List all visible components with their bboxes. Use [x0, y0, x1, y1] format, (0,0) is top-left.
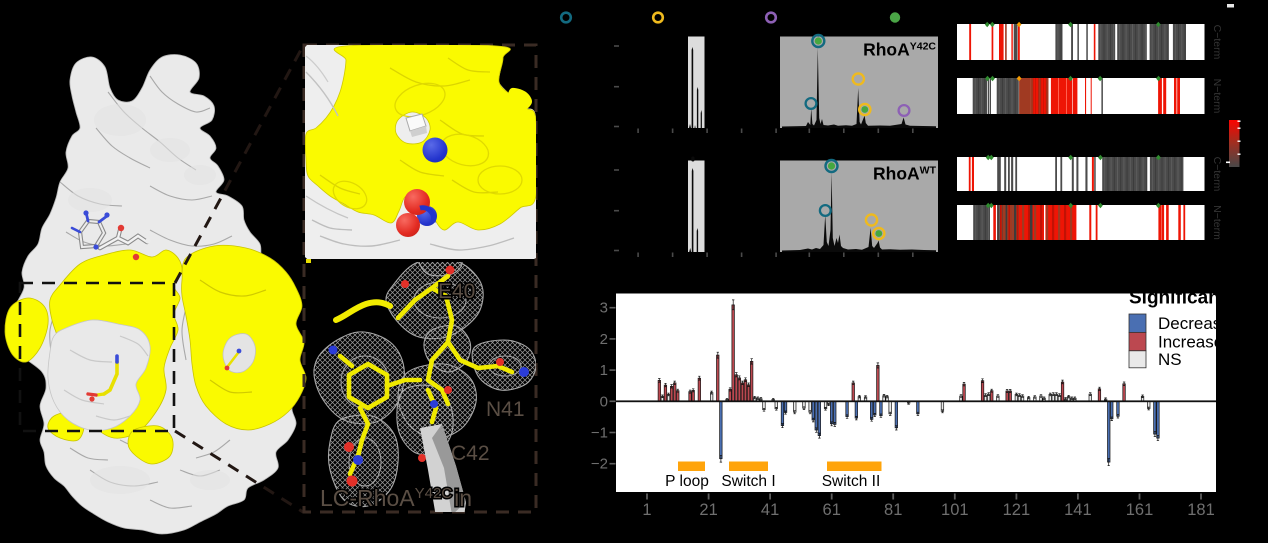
- svg-text:121: 121: [1003, 501, 1031, 519]
- svg-text:E40: E40: [438, 280, 475, 303]
- svg-text:81: 81: [884, 501, 902, 519]
- svg-text:161: 161: [1126, 501, 1154, 519]
- svg-text:101: 101: [941, 501, 969, 519]
- svg-text:2: 2: [600, 331, 608, 348]
- svg-text:1: 1: [600, 362, 608, 379]
- svg-text:Increased: Increased: [1158, 333, 1233, 352]
- svg-text:N41: N41: [486, 398, 525, 421]
- svg-text:61: 61: [823, 501, 841, 519]
- svg-text:3: 3: [600, 300, 608, 317]
- svg-text:1: 1: [642, 501, 651, 519]
- svg-text:21: 21: [699, 501, 717, 519]
- svg-text:C42: C42: [451, 442, 490, 465]
- svg-text:Switch II: Switch II: [822, 473, 881, 490]
- svg-text:−2: −2: [591, 456, 608, 473]
- svg-text:141: 141: [1064, 501, 1092, 519]
- svg-text:0: 0: [600, 393, 608, 410]
- svg-text:181: 181: [1187, 501, 1215, 519]
- svg-text:P loop: P loop: [665, 473, 709, 490]
- svg-text:N−term: N−term: [1211, 79, 1223, 114]
- svg-text:C−term: C−term: [1211, 25, 1223, 60]
- svg-text:NS: NS: [1158, 350, 1182, 369]
- svg-text:−1: −1: [591, 425, 608, 442]
- svg-text:Decreased: Decreased: [1158, 314, 1240, 333]
- svg-text:C−term: C−term: [1211, 157, 1223, 192]
- svg-text:Significance:: Significance:: [1129, 288, 1247, 309]
- svg-text:Switch I: Switch I: [721, 473, 775, 490]
- svg-text:N−term: N−term: [1211, 205, 1223, 240]
- svg-text:41: 41: [761, 501, 779, 519]
- svg-text:LC-RhoAY42Cin: LC-RhoAY42Cin: [320, 485, 472, 511]
